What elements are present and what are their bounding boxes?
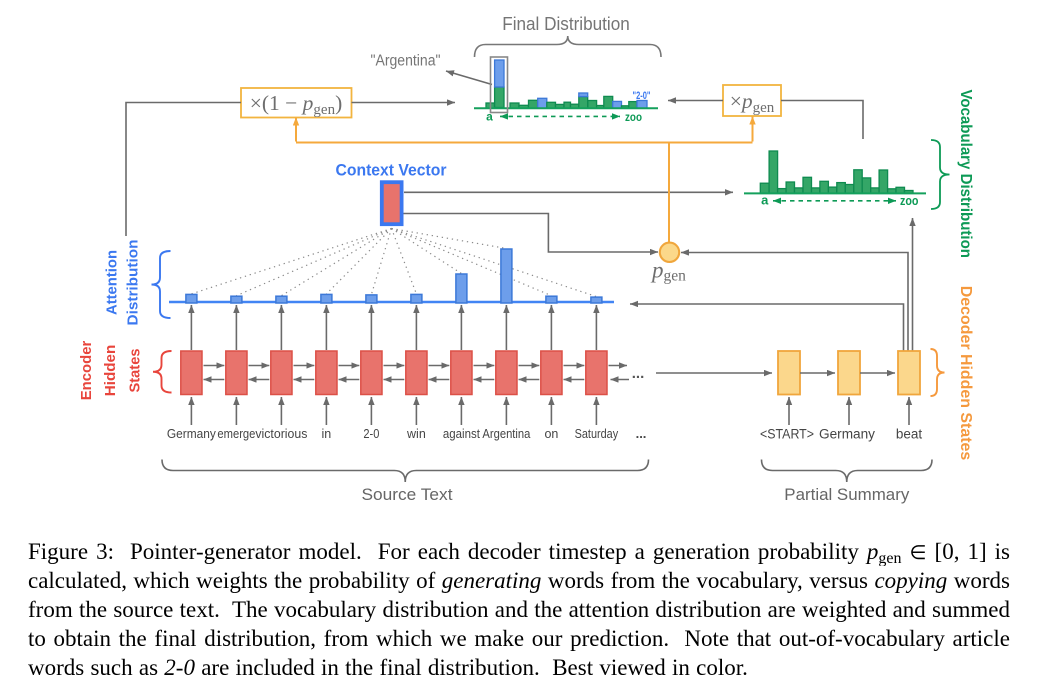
svg-text:pgen: pgen	[650, 258, 686, 285]
svg-text:Hidden: Hidden	[102, 345, 119, 397]
svg-text:...: ...	[636, 426, 647, 441]
svg-text:<START>: <START>	[760, 427, 814, 442]
svg-text:Vocabulary Distribution: Vocabulary Distribution	[957, 89, 974, 258]
svg-text:victorious: victorious	[255, 427, 307, 441]
svg-text:Distribution: Distribution	[125, 240, 142, 326]
svg-text:Saturday: Saturday	[575, 427, 619, 441]
svg-text:"Argentina": "Argentina"	[371, 53, 441, 70]
svg-text:Context Vector: Context Vector	[336, 161, 447, 180]
svg-text:against: against	[443, 427, 480, 441]
svg-text:...: ...	[632, 365, 645, 382]
svg-text:Argentina: Argentina	[482, 427, 530, 441]
svg-text:emerge: emerge	[217, 427, 255, 441]
svg-text:zoo: zoo	[900, 193, 919, 208]
svg-text:Partial Summary: Partial Summary	[784, 486, 910, 504]
svg-text:on: on	[544, 427, 558, 441]
svg-text:zoo: zoo	[625, 110, 642, 124]
svg-text:win: win	[406, 427, 426, 441]
svg-text:a: a	[761, 193, 769, 208]
svg-text:Attention: Attention	[104, 250, 121, 315]
svg-text:a: a	[486, 110, 493, 124]
svg-text:Source Text: Source Text	[362, 486, 453, 504]
svg-text:Decoder Hidden States: Decoder Hidden States	[957, 286, 974, 461]
svg-text:Final Distribution: Final Distribution	[502, 14, 630, 34]
svg-text:2-0: 2-0	[363, 427, 379, 441]
svg-text:beat: beat	[896, 427, 923, 442]
svg-text:Germany: Germany	[167, 427, 217, 441]
svg-text:"2-0": "2-0"	[633, 90, 651, 102]
svg-text:Encoder: Encoder	[78, 341, 95, 401]
svg-text:States: States	[127, 349, 144, 393]
svg-text:Germany: Germany	[819, 427, 875, 442]
svg-text:in: in	[322, 427, 332, 441]
